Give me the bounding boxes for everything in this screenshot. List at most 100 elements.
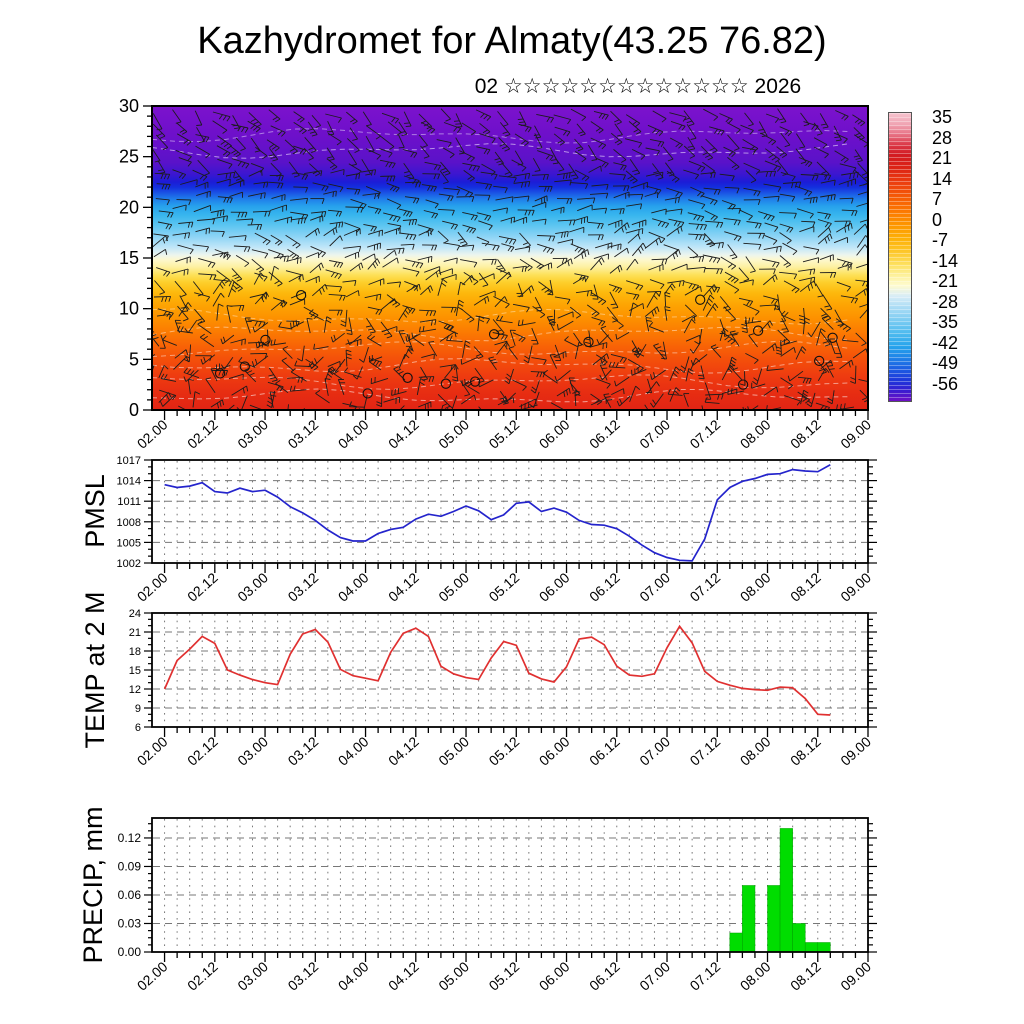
temperature-colorbar [888, 112, 912, 402]
svg-text:06.12: 06.12 [586, 733, 623, 768]
temp-time-axis: 02.00 02.12 03.00 03.12 04.00 04.12 05.00 05.12… [134, 727, 874, 769]
wind-field-panel: 0 5 10 15 20 25 30 02.00 02.12 03.00 03.12 04.00 04.… [119, 96, 874, 452]
svg-text:04.00: 04.00 [335, 958, 372, 993]
svg-text:07.12: 07.12 [687, 958, 724, 993]
svg-text:07.12: 07.12 [687, 569, 724, 604]
svg-text:1002: 1002 [117, 558, 141, 570]
svg-text:07.00: 07.00 [636, 416, 673, 451]
svg-text:1017: 1017 [117, 455, 141, 467]
svg-text:03.00: 03.00 [234, 958, 271, 993]
svg-text:05.00: 05.00 [435, 569, 472, 604]
svg-text:06.00: 06.00 [536, 569, 573, 604]
svg-text:02.00: 02.00 [134, 958, 171, 993]
svg-text:0.12: 0.12 [118, 831, 142, 845]
svg-text:02.12: 02.12 [184, 958, 221, 993]
svg-text:1008: 1008 [117, 517, 141, 529]
temp-panel: 6 9 12 15 18 21 24 02.00 02.12 03.00 03.12 04.00 04.… [129, 608, 877, 769]
svg-text:06.12: 06.12 [586, 958, 623, 993]
colorbar-tick-label: 0 [932, 209, 943, 230]
svg-text:03.12: 03.12 [285, 569, 322, 604]
svg-text:05.12: 05.12 [486, 569, 523, 604]
svg-text:04.12: 04.12 [385, 958, 422, 993]
svg-text:12: 12 [129, 684, 141, 696]
svg-text:0: 0 [129, 400, 139, 420]
svg-text:06.00: 06.00 [536, 733, 573, 768]
svg-text:1014: 1014 [117, 476, 141, 488]
svg-text:09.00: 09.00 [837, 416, 874, 451]
svg-text:05.12: 05.12 [486, 733, 523, 768]
svg-text:10: 10 [119, 299, 139, 319]
svg-text:24: 24 [129, 608, 141, 620]
pmsl-time-axis: 02.00 02.12 03.00 03.12 04.00 04.12 05.00 05.12… [134, 563, 874, 605]
svg-text:06.00: 06.00 [536, 958, 573, 993]
svg-text:09.00: 09.00 [837, 958, 874, 993]
svg-text:08.12: 08.12 [787, 733, 824, 768]
svg-text:09.00: 09.00 [837, 569, 874, 604]
svg-text:18: 18 [129, 646, 141, 658]
svg-text:07.00: 07.00 [636, 958, 673, 993]
svg-text:07.12: 07.12 [687, 416, 724, 451]
colorbar-tick-label: 14 [932, 168, 953, 189]
svg-text:06.12: 06.12 [586, 416, 623, 451]
svg-text:05.00: 05.00 [435, 733, 472, 768]
svg-text:08.00: 08.00 [737, 569, 774, 604]
svg-text:06.00: 06.00 [536, 416, 573, 451]
svg-text:05.12: 05.12 [486, 958, 523, 993]
svg-text:03.12: 03.12 [285, 733, 322, 768]
svg-text:08.00: 08.00 [737, 733, 774, 768]
svg-text:15: 15 [119, 248, 139, 268]
wind-field-time-axis: 02.00 02.12 03.00 03.12 04.00 04.12 05.00 05.12… [134, 410, 874, 452]
svg-text:02.12: 02.12 [184, 569, 221, 604]
svg-text:04.12: 04.12 [385, 569, 422, 604]
precip-axis-title: PRECIP, mm [78, 806, 108, 964]
svg-text:04.00: 04.00 [335, 569, 372, 604]
colorbar-tick-label: -56 [932, 373, 959, 394]
svg-text:02.00: 02.00 [134, 569, 171, 604]
colorbar-tick-label: -14 [932, 250, 959, 271]
svg-text:02.00: 02.00 [134, 416, 171, 451]
svg-text:0.06: 0.06 [118, 888, 142, 902]
svg-text:08.00: 08.00 [737, 416, 774, 451]
height-axis: 0 5 10 15 20 25 30 [119, 96, 152, 420]
colorbar-tick-label: -42 [932, 332, 959, 353]
svg-text:03.12: 03.12 [285, 958, 322, 993]
colorbar-tick-label: -35 [932, 312, 959, 332]
temp-series [163, 624, 831, 716]
svg-text:04.00: 04.00 [335, 416, 372, 451]
svg-text:04.00: 04.00 [335, 733, 372, 768]
precip-bars [729, 828, 831, 953]
precip-panel: 0.00 0.03 0.06 0.09 0.12 02.00 02.12 03.00 03.12… [118, 817, 877, 994]
colorbar-tick-label: 35 [932, 107, 953, 127]
svg-text:03.00: 03.00 [234, 733, 271, 768]
svg-text:0.09: 0.09 [118, 859, 142, 873]
colorbar-tick-label: -7 [932, 230, 949, 250]
colorbar-tick-label: -21 [932, 271, 959, 291]
svg-text:05.12: 05.12 [486, 416, 523, 451]
svg-text:04.12: 04.12 [385, 416, 422, 451]
svg-text:5: 5 [129, 349, 139, 369]
svg-text:09.00: 09.00 [837, 733, 874, 768]
colorbar-tick-label: -28 [932, 291, 959, 312]
svg-text:07.12: 07.12 [687, 733, 724, 768]
svg-text:9: 9 [135, 703, 141, 715]
svg-text:08.00: 08.00 [737, 958, 774, 993]
svg-text:03.00: 03.00 [234, 416, 271, 451]
temp-axis-title: TEMP at 2 M [80, 591, 110, 749]
svg-text:30: 30 [119, 96, 139, 116]
svg-text:05.00: 05.00 [435, 958, 472, 993]
wind-barbs-layer [152, 108, 868, 410]
svg-text:03.12: 03.12 [285, 416, 322, 451]
svg-text:0.00: 0.00 [118, 945, 142, 959]
svg-text:02.12: 02.12 [184, 416, 221, 451]
precip-time-axis: 02.00 02.12 03.00 03.12 04.00 04.12 05.00 05.12… [134, 952, 874, 994]
svg-text:08.12: 08.12 [787, 569, 824, 604]
svg-text:02.00: 02.00 [134, 733, 171, 768]
svg-text:21: 21 [129, 627, 141, 639]
svg-text:1011: 1011 [117, 496, 141, 508]
date-subtitle: 02 ☆☆☆☆☆☆☆☆☆☆☆☆☆ 2026 [474, 75, 802, 98]
svg-text:20: 20 [119, 197, 139, 217]
svg-text:04.12: 04.12 [385, 733, 422, 768]
svg-text:25: 25 [119, 147, 139, 167]
svg-text:1005: 1005 [117, 537, 141, 549]
